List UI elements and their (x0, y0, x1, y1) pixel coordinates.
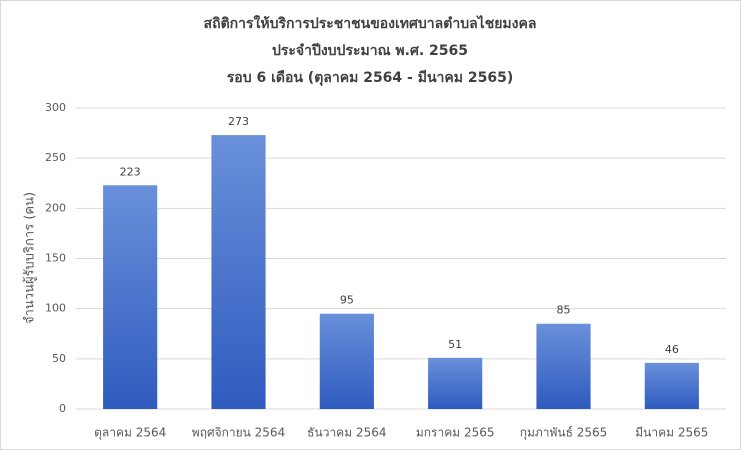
x-tick-label: พฤศจิกายน 2564 (192, 426, 285, 440)
y-tick-label: 100 (45, 302, 66, 315)
data-label: 51 (448, 338, 462, 351)
data-label: 223 (120, 165, 141, 178)
bar (536, 323, 591, 409)
y-tick-label: 300 (45, 101, 66, 114)
bar (644, 362, 699, 409)
chart-title: ประจำปีงบประมาณ พ.ศ. 2565 (272, 43, 468, 59)
bar (428, 357, 483, 409)
data-label: 273 (228, 115, 249, 128)
data-label: 46 (665, 343, 679, 356)
x-tick-label: ตุลาคม 2564 (94, 426, 166, 441)
x-tick-label: มีนาคม 2565 (635, 426, 708, 440)
y-tick-label: 50 (52, 352, 66, 365)
y-tick-label: 200 (45, 201, 66, 214)
y-tick-label: 0 (59, 402, 66, 415)
x-tick-label: กุมภาพันธ์ 2565 (520, 426, 608, 441)
bar (103, 185, 158, 409)
x-tick-label: ธันวาคม 2564 (307, 426, 386, 440)
x-tick-label: มกราคม 2565 (416, 426, 495, 440)
y-tick-label: 250 (45, 151, 66, 164)
bar (319, 313, 374, 409)
y-axis-label: จำนวนผู้รับบริการ (คน) (23, 192, 38, 324)
data-label: 95 (340, 294, 354, 307)
bar (211, 135, 266, 409)
chart-title: สถิติการให้บริการประชาชนของเทศบาลตำบลไชย… (204, 14, 537, 32)
y-tick-label: 150 (45, 252, 66, 265)
chart-title: รอบ 6 เดือน (ตุลาคม 2564 - มีนาคม 2565) (227, 70, 513, 86)
data-label: 85 (557, 304, 571, 317)
